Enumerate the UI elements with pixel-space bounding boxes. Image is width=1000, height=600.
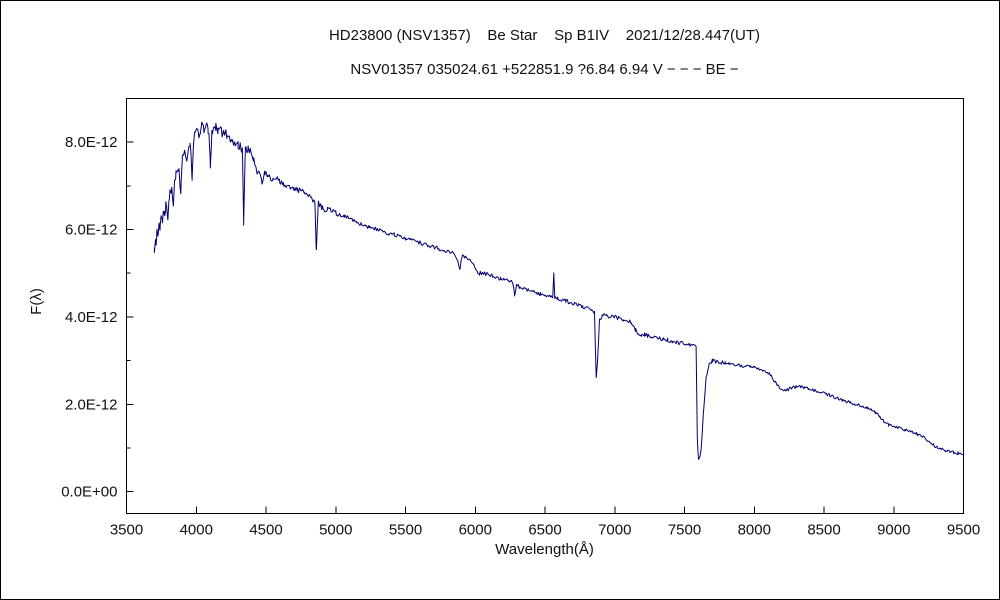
y-tick-label: 6.0E-12 — [65, 222, 118, 239]
chart-subtitle: NSV01357 035024.61 +522851.9 ?6.84 6.94 … — [350, 61, 739, 78]
y-tick-label: 2.0E-12 — [65, 396, 118, 413]
x-axis-label: Wavelength(Å) — [495, 541, 594, 558]
x-tick-label: 7500 — [668, 522, 701, 539]
x-tick-label: 8500 — [807, 522, 840, 539]
y-tick-label: 8.0E-12 — [65, 134, 118, 151]
y-tick-label: 4.0E-12 — [65, 309, 118, 326]
x-tick-label: 9000 — [877, 522, 910, 539]
x-tick-label: 3500 — [110, 522, 143, 539]
x-tick-label: 6500 — [528, 522, 561, 539]
y-tick-label: 0.0E+00 — [61, 484, 117, 501]
x-tick-label: 7000 — [598, 522, 631, 539]
chart-title: HD23800 (NSV1357) Be Star Sp B1IV 2021/1… — [328, 27, 761, 44]
y-axis-label: F(λ) — [27, 288, 45, 315]
x-tick-label: 4500 — [249, 522, 282, 539]
plot-frame — [126, 98, 964, 514]
x-tick-label: 9500 — [947, 522, 980, 539]
x-tick-label: 6000 — [459, 522, 492, 539]
x-tick-label: 5500 — [389, 522, 422, 539]
x-tick-label: 5000 — [319, 522, 352, 539]
x-tick-label: 8000 — [738, 522, 771, 539]
spectrum-line — [153, 121, 964, 460]
x-tick-label: 4000 — [180, 522, 213, 539]
